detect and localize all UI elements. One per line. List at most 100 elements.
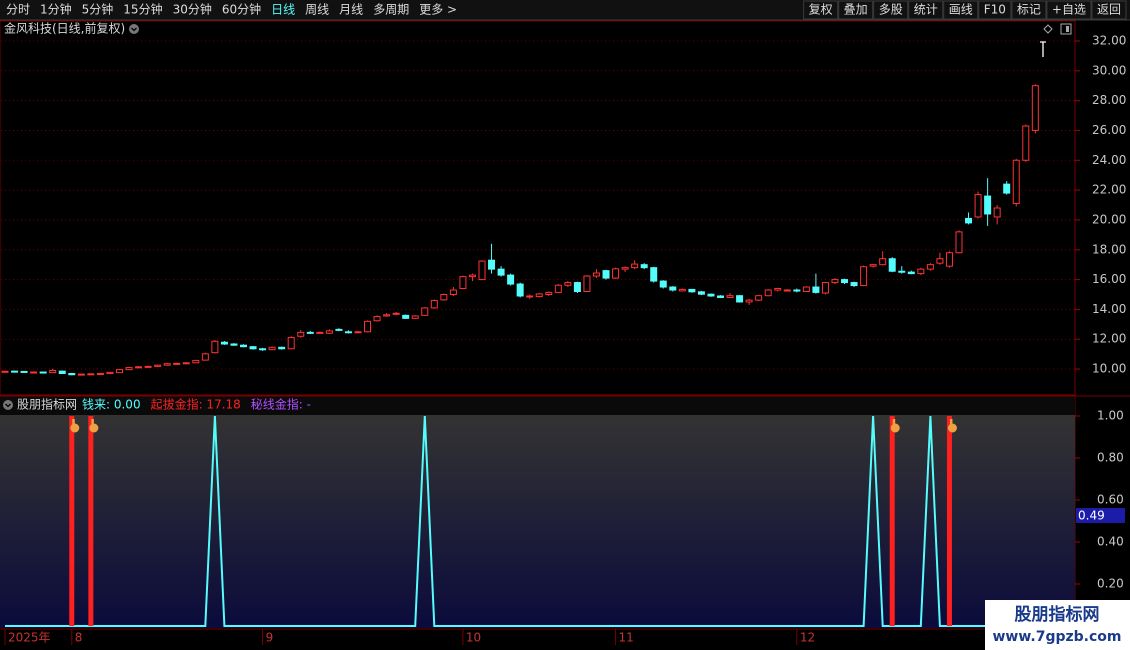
candle-body xyxy=(1022,125,1030,161)
candle-body xyxy=(879,258,887,266)
candle-body xyxy=(802,286,810,293)
candle-body xyxy=(545,291,553,295)
toolbar-button[interactable]: 画线 xyxy=(949,3,973,17)
y-tick-label: 14.00 xyxy=(1092,302,1126,316)
indicator-plot xyxy=(0,415,1075,628)
candle-body xyxy=(1012,159,1020,205)
toolbar-button[interactable]: 返回 xyxy=(1097,3,1121,17)
toolbar-button-border xyxy=(943,0,979,20)
candle-body xyxy=(974,194,982,218)
toolbar-button[interactable]: +自选 xyxy=(1052,3,1086,17)
x-tick-label: 2025年 xyxy=(8,631,51,645)
y-tick-label: 26.00 xyxy=(1092,123,1126,137)
candle-body xyxy=(478,260,486,281)
candle-body xyxy=(11,370,19,373)
toolbar-tab[interactable]: 更多 > xyxy=(419,3,457,17)
candle-body xyxy=(144,365,152,368)
toolbar-tab[interactable]: 15分钟 xyxy=(123,2,162,17)
candle-body xyxy=(697,291,705,295)
toolbar-tab[interactable]: 周线 xyxy=(305,3,329,17)
candle-body xyxy=(411,315,419,319)
y-tick-label: 0.60 xyxy=(1097,493,1124,507)
candle-body xyxy=(793,289,801,292)
signal-icon-finger xyxy=(949,419,953,426)
toolbar-tab[interactable]: 日线 xyxy=(271,3,295,17)
legend-item: 秘线金指: - xyxy=(251,397,311,412)
candle-body xyxy=(717,295,724,298)
x-tick-label: 8 xyxy=(75,631,83,645)
candle-body xyxy=(678,288,686,292)
max-marker xyxy=(1040,41,1046,57)
diamond-icon[interactable] xyxy=(1043,24,1053,34)
watermark-url: www.7gpzb.com xyxy=(992,629,1121,645)
toolbar-button[interactable]: 统计 xyxy=(914,3,938,17)
candle-body xyxy=(984,195,992,215)
signal-bar xyxy=(946,416,952,626)
y-tick-label: 30.00 xyxy=(1092,63,1126,77)
toolbar-tab[interactable]: 分时 xyxy=(6,3,30,17)
current-value-label: 0.49 xyxy=(1078,509,1105,523)
candle-body xyxy=(306,331,314,334)
toolbar-button[interactable]: F10 xyxy=(984,3,1006,17)
candle-body xyxy=(249,346,257,350)
candle-body xyxy=(745,299,753,303)
candle-body xyxy=(926,264,934,270)
y-tick-label: 16.00 xyxy=(1092,272,1126,286)
candle-body xyxy=(783,289,791,292)
toolbar-tab[interactable]: 60分钟 xyxy=(222,2,261,17)
candle-body xyxy=(20,370,28,373)
indicator-title: 股朋指标网 xyxy=(17,397,77,412)
candle-body xyxy=(612,268,620,279)
current-value-box xyxy=(1076,508,1125,523)
toolbar-button-border xyxy=(838,0,874,20)
candle-body xyxy=(726,295,734,298)
watermark-box xyxy=(985,600,1130,650)
toolbar-button-border xyxy=(1046,0,1092,20)
toolbar-button[interactable]: 叠加 xyxy=(844,3,868,17)
y-tick-label: 32.00 xyxy=(1092,33,1126,47)
candle-body xyxy=(459,276,467,290)
signal-icon-finger xyxy=(892,419,896,426)
candle-body xyxy=(1031,85,1039,131)
candle-body xyxy=(554,284,562,293)
candle-body xyxy=(945,252,953,267)
candle-body xyxy=(860,266,868,287)
candle-body xyxy=(392,312,400,315)
toolbar-tab[interactable]: 30分钟 xyxy=(173,2,212,17)
candle-body xyxy=(631,263,639,269)
candle-body xyxy=(115,369,123,374)
candle-body xyxy=(468,274,476,278)
title-menu[interactable] xyxy=(129,24,139,34)
candle-body xyxy=(211,340,219,354)
candle-body xyxy=(936,258,944,264)
candle-body xyxy=(68,373,76,376)
toolbar-tab[interactable]: 多周期 xyxy=(373,3,409,17)
candle-body xyxy=(173,362,181,365)
candle-body xyxy=(583,275,591,293)
candle-body xyxy=(287,336,295,350)
toolbar-button-border xyxy=(873,0,909,20)
candle-body xyxy=(621,267,629,270)
toolbar-tab[interactable]: 5分钟 xyxy=(82,2,114,17)
candle-body xyxy=(564,282,572,286)
toolbar-tab[interactable]: 1分钟 xyxy=(40,2,72,17)
toolbar-button[interactable]: 多股 xyxy=(879,3,903,17)
candle-body xyxy=(507,274,515,285)
indicator-menu[interactable] xyxy=(3,400,13,410)
panel-icon[interactable] xyxy=(1060,23,1072,35)
indicator-header xyxy=(0,396,1075,415)
candle-body xyxy=(201,353,209,361)
candle-body xyxy=(163,363,171,366)
toolbar-tab[interactable]: 月线 xyxy=(339,3,363,17)
toolbar-button[interactable]: 标记 xyxy=(1017,3,1041,17)
x-tick-label: 9 xyxy=(266,631,274,645)
y-tick-label: 20.00 xyxy=(1092,212,1126,226)
y-tick-label: 22.00 xyxy=(1092,183,1126,197)
toolbar-button[interactable]: 复权 xyxy=(809,3,833,17)
indicator-menu-icon xyxy=(5,403,11,408)
candle-body xyxy=(125,367,133,371)
candle-body xyxy=(240,344,247,348)
candle-body xyxy=(869,264,877,267)
x-tick-label: 11 xyxy=(619,631,634,645)
candle-body xyxy=(535,293,543,298)
